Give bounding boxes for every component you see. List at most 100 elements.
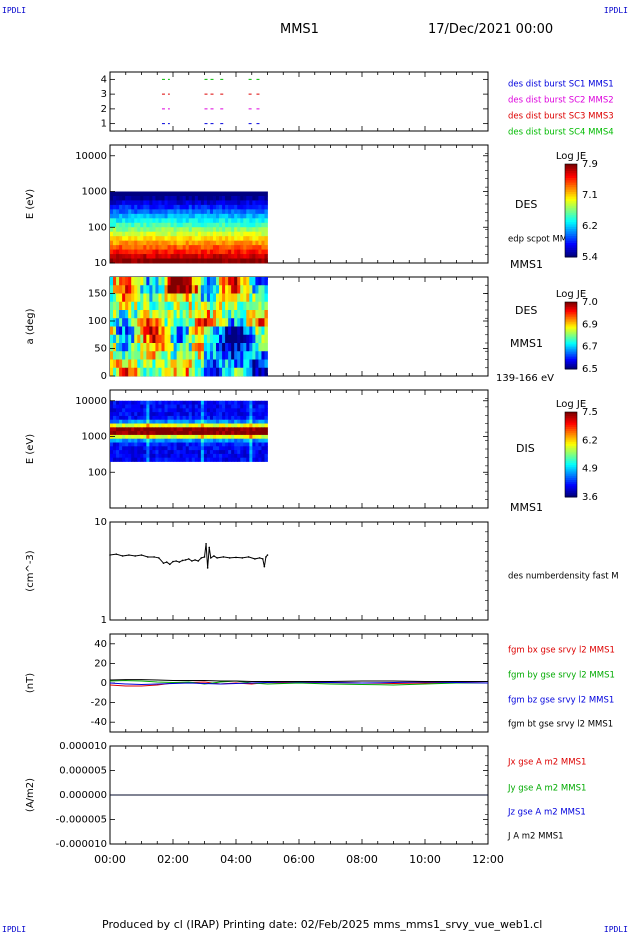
dis-energy-cell	[167, 412, 171, 417]
des-energy-cell	[137, 231, 141, 237]
des-energy-cell	[116, 218, 120, 224]
des-energy-cell	[203, 213, 208, 219]
des-pitch-cell	[209, 343, 214, 352]
dis-energy-cell	[234, 434, 238, 440]
dis-energy-cell	[212, 453, 217, 459]
des-energy-cell	[113, 200, 117, 206]
des-energy-cell	[209, 191, 214, 197]
des-energy-cell	[176, 213, 181, 219]
density-data-point	[197, 560, 199, 562]
des-energy-cell	[158, 227, 162, 233]
dis-energy-cell	[131, 438, 135, 443]
des-pitch-cell	[116, 277, 120, 286]
des-pitch-spacecraft-label: MMS1	[510, 337, 543, 350]
des-pitch-cell	[246, 293, 250, 303]
des-energy-cell	[161, 209, 165, 215]
des-energy-cell	[252, 236, 256, 242]
des-pitch-cell	[173, 293, 178, 303]
des-pitch-cell	[249, 318, 253, 327]
dis-energy-cell	[179, 434, 184, 440]
des-pitch-cell	[158, 359, 162, 369]
des-energy-y-tick-label: 10	[94, 258, 107, 269]
des-energy-cell	[113, 254, 117, 259]
dis-energy-cell	[219, 427, 223, 432]
dis-energy-cell	[228, 453, 232, 459]
des-energy-cell	[194, 227, 199, 233]
dis-energy-cell	[134, 415, 138, 421]
des-energy-cell	[228, 209, 232, 215]
dis-energy-cell	[206, 442, 211, 447]
des-energy-cell	[179, 254, 184, 259]
des-energy-cell	[176, 200, 181, 206]
des-pitch-cell	[176, 359, 181, 369]
dis-energy-cell	[122, 450, 126, 455]
des-energy-cell	[249, 209, 253, 215]
dis-energy-cell	[252, 450, 256, 455]
des-pitch-cell	[155, 293, 159, 303]
des-pitch-cell	[167, 326, 171, 336]
des-energy-colorbar-tick-label: 7.1	[582, 190, 598, 201]
page-title: MMS1	[280, 22, 319, 37]
des-energy-cell	[155, 245, 159, 250]
dis-energy-cell	[243, 438, 247, 443]
des-pitch-cell	[191, 301, 196, 311]
des-pitch-cell	[258, 293, 262, 303]
dis-energy-cell	[246, 400, 250, 405]
dis-energy-cell	[173, 423, 178, 428]
dis-energy-cell	[164, 400, 168, 405]
dis-energy-cell	[182, 419, 187, 424]
des-energy-cell	[212, 231, 217, 237]
dis-energy-cell	[170, 412, 175, 417]
current-y-tick-label: -0.000005	[56, 815, 107, 826]
des-energy-cell	[194, 195, 199, 201]
des-pitch-cell	[194, 343, 199, 352]
dis-energy-cell	[252, 412, 256, 417]
dis-energy-cell	[237, 412, 241, 417]
dis-energy-cell	[206, 446, 211, 451]
des-energy-cell	[255, 258, 259, 264]
dis-energy-cell	[170, 408, 175, 413]
dis-energy-cell	[219, 453, 223, 459]
des-energy-cell	[234, 204, 238, 210]
dis-energy-cell	[176, 450, 181, 455]
dis-energy-cell	[173, 446, 178, 451]
dis-energy-cell	[234, 400, 238, 405]
des-pitch-cell	[128, 334, 132, 344]
des-energy-cell	[170, 249, 175, 255]
dis-energy-cell	[185, 442, 190, 447]
des-energy-cell	[125, 258, 129, 264]
des-energy-cell	[237, 227, 241, 233]
des-pitch-colorbar-title: Log JE	[556, 289, 586, 300]
des-energy-cell	[182, 218, 187, 224]
dis-energy-cell	[209, 438, 214, 443]
des-pitch-cell	[216, 367, 220, 377]
dis-energy-cell	[158, 415, 162, 421]
dis-energy-colorbar-segment	[565, 469, 577, 472]
des-pitch-cell	[155, 318, 159, 327]
des-energy-cell	[188, 254, 193, 259]
dis-energy-cell	[161, 434, 165, 440]
des-energy-cell	[237, 222, 241, 228]
dis-energy-cell	[179, 442, 184, 447]
dis-energy-cell	[161, 453, 165, 459]
des-energy-cell	[113, 195, 117, 201]
dis-energy-cell	[128, 453, 132, 459]
dis-energy-colorbar-title: Log JE	[556, 399, 586, 410]
des-energy-cell	[125, 249, 129, 255]
des-pitch-cell	[176, 351, 181, 360]
dis-energy-cell	[228, 434, 232, 440]
dis-energy-cell	[167, 408, 171, 413]
des-pitch-cell	[113, 318, 117, 327]
des-energy-cell	[170, 236, 175, 242]
des-energy-cell	[146, 200, 150, 206]
des-pitch-cell	[140, 326, 144, 336]
dis-energy-cell	[197, 431, 202, 436]
des-energy-cell	[137, 258, 141, 264]
burst-y-tick-label: 4	[101, 74, 107, 85]
des-energy-cell	[167, 227, 171, 233]
dis-energy-cell	[131, 453, 135, 459]
des-pitch-cell	[237, 277, 241, 286]
dis-energy-cell	[234, 442, 238, 447]
dis-energy-cell	[252, 408, 256, 413]
des-energy-cell	[161, 195, 165, 201]
